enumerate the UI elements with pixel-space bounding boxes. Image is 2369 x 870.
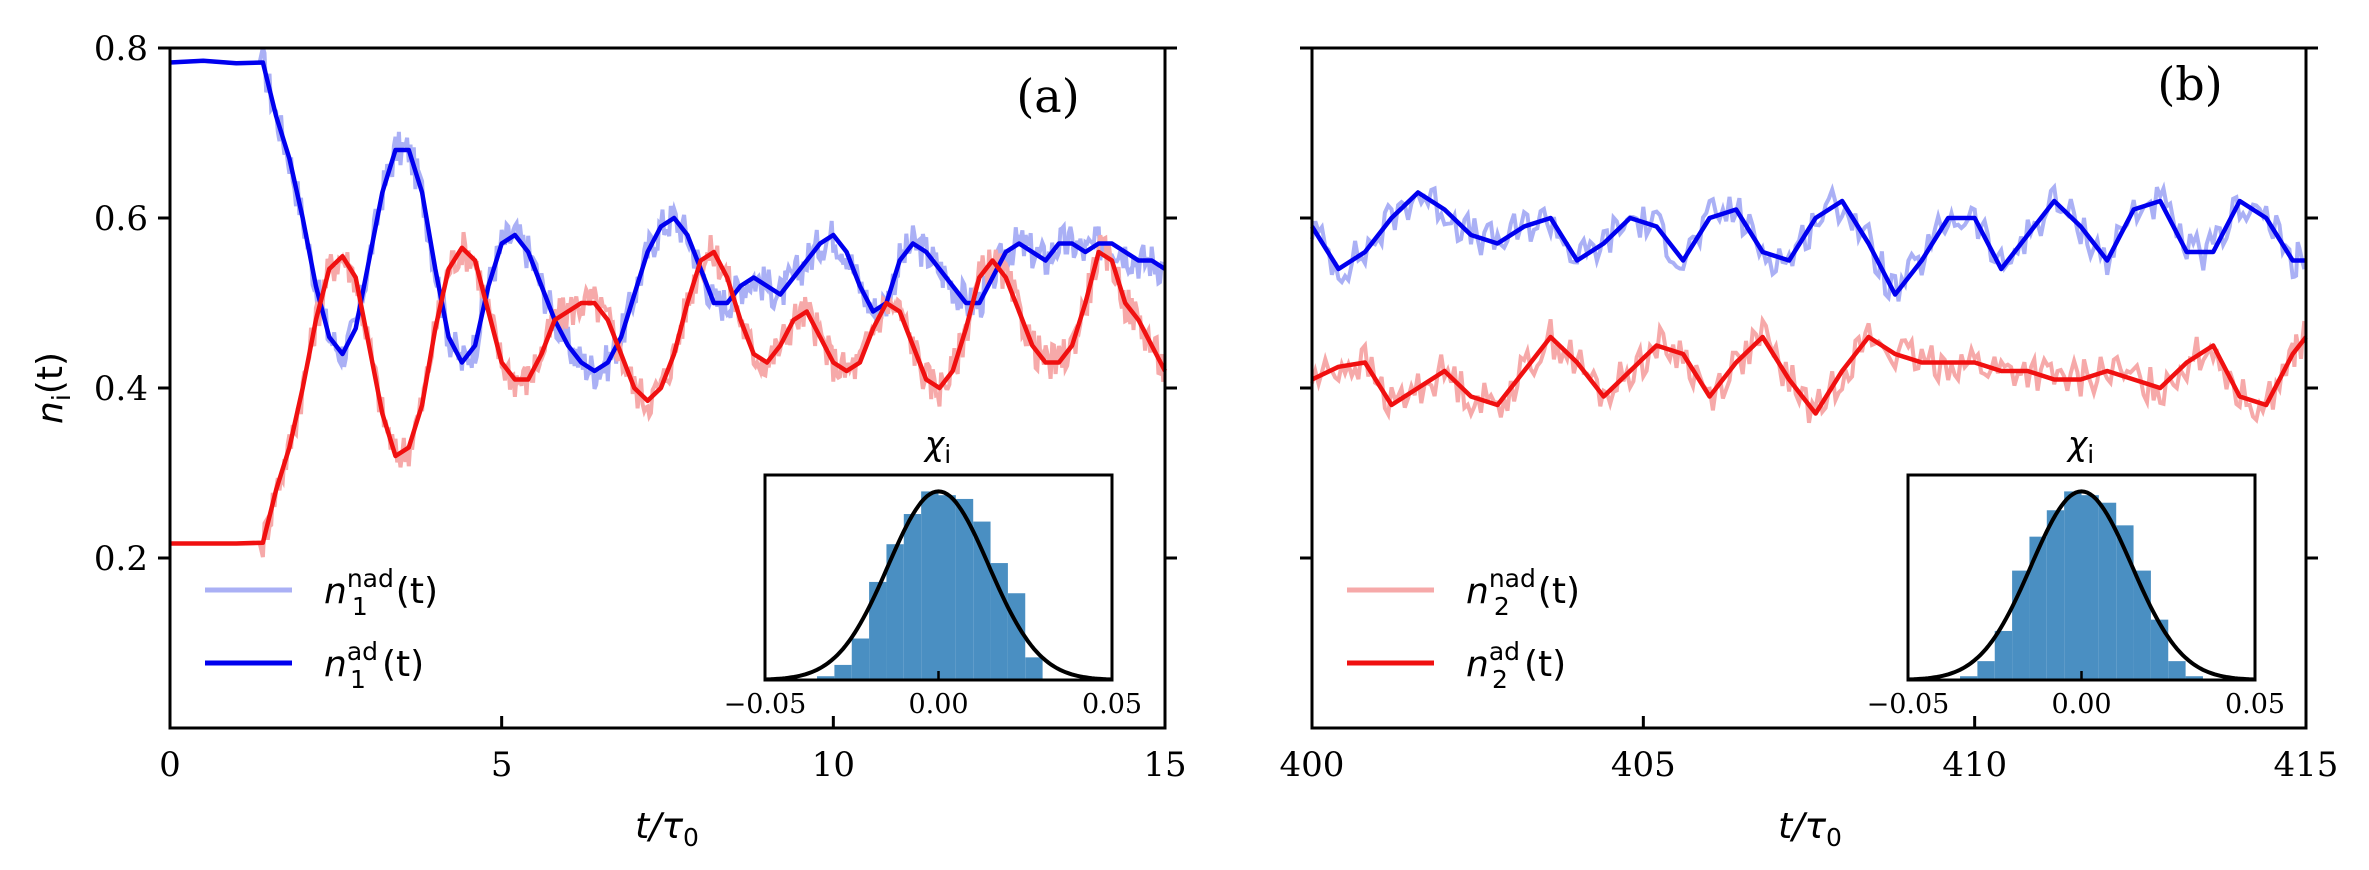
panel-a-inset: −0.05 0.00 0.05 χi [724,424,1142,720]
legend-b-nad-label: nnad 2 (t) [1466,564,1580,621]
x-tick-label: 0 [159,745,181,785]
hist-bar [903,514,922,680]
inset-a-title: χi [923,424,951,469]
inset-x-tick-label: −0.05 [1867,689,1950,720]
hist-bar [834,664,852,680]
x-tick-label: 10 [812,745,855,785]
series-ad-0-line [169,58,1167,374]
inset-x-tick-label: 0.00 [2051,689,2111,720]
inset-b-gaussian [1907,489,2256,682]
hist-bar [955,498,974,680]
hist-bar [2046,510,2065,680]
hist-bar [869,581,887,680]
x-tick-label: 405 [1611,745,1676,785]
hist-bar [1025,657,1043,680]
hist-bar [2098,502,2117,680]
inset-b-title: χi [2066,424,2094,469]
inset-a-ticks: −0.05 0.00 0.05 [724,671,1142,720]
series-ad-1-line [170,245,1167,546]
x-tick-label: 415 [2274,745,2339,785]
panel-a-label: (a) [1016,69,1079,123]
hist-bar [2150,619,2169,680]
panel-b-ticks: 400 405 410 415 [1280,46,2339,785]
hist-bar [2081,495,2099,680]
x-tick-label: 410 [1942,745,2007,785]
hist-bar [1994,630,2013,680]
panel-a-xlabel: t/τ0 [635,806,699,852]
hist-bar [921,491,939,680]
hist-bar [2168,661,2186,680]
series-nad-0-line [169,47,1164,390]
hist-bar [1960,676,1978,680]
panel-a-ylabel: ni(t) [30,352,76,424]
y-tick-label: 0.2 [94,539,148,579]
panel-b-inset: −0.05 0.00 0.05 χi [1867,424,2285,720]
panel-b-xlabel: t/τ0 [1778,806,1842,852]
panel-b-ad-curves [1310,190,2308,416]
inset-b-histogram [1960,491,2203,680]
x-tick-label: 400 [1280,745,1345,785]
legend-b-ad-label: nad 2 (t) [1466,637,1566,694]
panel-b-label: (b) [2157,57,2222,111]
inset-x-tick-label: 0.00 [908,689,968,720]
x-tick-label: 15 [1143,745,1186,785]
x-tick-label: 5 [491,745,513,785]
panel-a-ticks: 0 5 10 15 0.2 0.4 0.6 0.8 [94,29,1187,785]
hist-bar [2029,536,2047,680]
inset-a-gaussian [764,489,1113,682]
hist-bar [938,495,956,680]
legend-a-nad-label: nnad 1 (t) [324,564,438,621]
inset-x-tick-label: 0.05 [1082,689,1142,720]
series-ad-1-line [1311,334,2308,416]
panel-a-ad-curves [169,58,1167,546]
hist-bar [2064,491,2082,680]
inset-b-ticks: −0.05 0.00 0.05 [1867,671,2285,720]
series-ad-0-line [1310,190,2306,297]
hist-bar [990,563,1008,680]
panel-b-legend: nnad 2 (t) nad 2 (t) [1347,564,1580,694]
panel-a: 0 5 10 15 0.2 0.4 0.6 0.8 (a) ni(t) t/τ0 nnad 1(… [30,29,1187,852]
panel-a-legend: nnad 1 (t) nad 1 (t) [205,564,438,694]
y-tick-label: 0.8 [94,29,148,69]
hist-bar [886,544,904,680]
y-tick-label: 0.6 [94,199,148,239]
inset-x-tick-label: 0.05 [2225,689,2285,720]
y-tick-label: 0.4 [94,369,148,409]
inset-x-tick-label: −0.05 [724,689,807,720]
inset-a-histogram [817,491,1043,680]
hist-bar [2185,676,2203,680]
hist-bar [851,638,870,680]
hist-bar [1977,661,1995,680]
hist-bar [817,676,835,680]
panel-b: 400 405 410 415 (b) t/τ0 nnad 2 (t) nad 2 (t) −… [1280,46,2339,852]
legend-a-ad-label: nad 1 (t) [324,637,424,694]
